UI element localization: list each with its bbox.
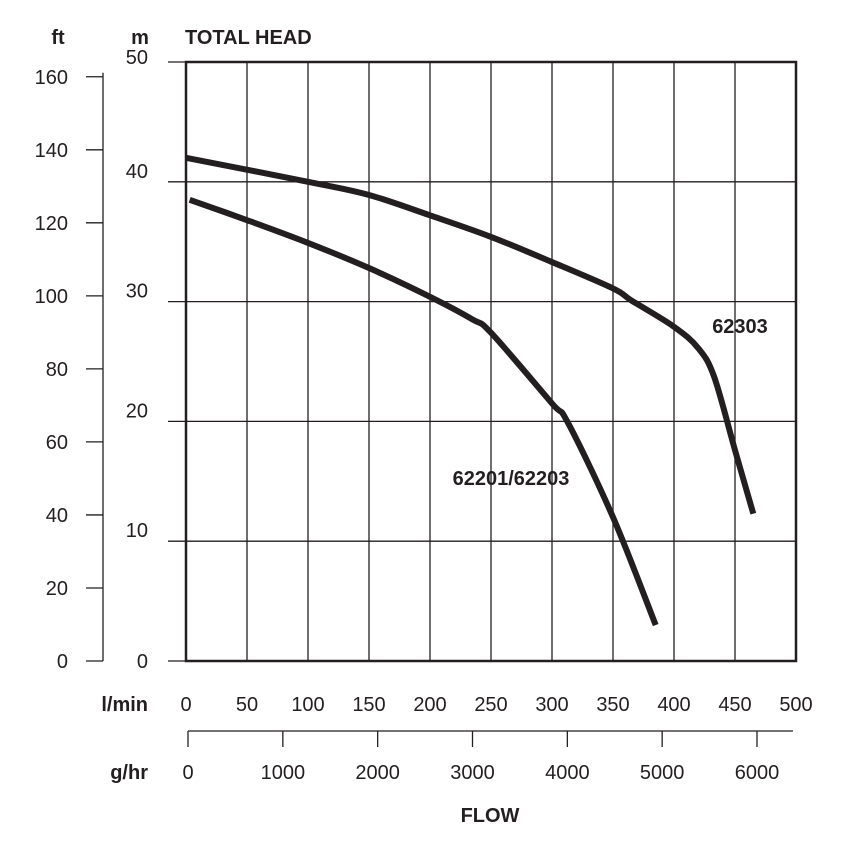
y-tick-label-m: 40 [126, 161, 148, 183]
x-tick-label: 0 [180, 694, 191, 716]
series-label-62201-62203: 62201/62203 [453, 468, 570, 490]
x-tick-label: 200 [413, 694, 446, 716]
grid [168, 61, 797, 662]
y-tick-label-ft: 40 [46, 505, 68, 527]
x-tick-label-ghr: 6000 [735, 762, 780, 784]
y-tick-label-ft: 160 [35, 67, 68, 89]
y-tick-label-ft: 100 [35, 286, 68, 308]
x-unit-lmin: l/min [101, 694, 148, 716]
x-tick-label: 400 [657, 694, 690, 716]
x-tick-label-ghr: 1000 [261, 762, 306, 784]
x-tick-label: 100 [291, 694, 324, 716]
x-tick-label: 300 [535, 694, 568, 716]
y-tick-label-ft: 60 [46, 432, 68, 454]
x-axis-label: FLOW [461, 805, 520, 827]
x-tick-label-ghr: 2000 [355, 762, 400, 784]
x-tick-label-ghr: 3000 [450, 762, 495, 784]
x-tick-label-ghr: 5000 [640, 762, 685, 784]
x-tick-label: 150 [352, 694, 385, 716]
y-tick-label-ft: 0 [57, 651, 68, 673]
series-label-62303: 62303 [712, 316, 768, 338]
x-tick-label: 500 [779, 694, 812, 716]
y-tick-label-m: 50 [126, 47, 148, 69]
y-unit-m: m [131, 27, 149, 49]
plot-frame [184, 60, 798, 663]
y-tick-label-ft: 20 [46, 578, 68, 600]
y-tick-label-ft: 80 [46, 359, 68, 381]
y-tick-label-ft: 140 [35, 140, 68, 162]
axes: 0 50 100 150 200 250 300 350 400 450 5000102030405… [35, 47, 813, 784]
y-tick-label-ft: 120 [35, 213, 68, 235]
x-tick-label: 350 [596, 694, 629, 716]
x-tick-label: 450 [718, 694, 751, 716]
x-unit-ghr: g/hr [110, 762, 148, 784]
y-tick-label-m: 20 [126, 400, 148, 422]
x-tick-label-ghr: 0 [182, 762, 193, 784]
x-tick-label: 250 [474, 694, 507, 716]
series [185, 154, 757, 627]
series-line-62303 [185, 154, 757, 515]
x-tick-label-ghr: 4000 [545, 762, 590, 784]
x-tick-label: 50 [236, 694, 258, 716]
y-tick-label-m: 30 [126, 281, 148, 303]
chart-title: TOTAL HEAD [185, 27, 312, 49]
y-tick-label-m: 10 [126, 520, 148, 542]
y-unit-ft: ft [51, 27, 65, 49]
y-tick-label-m: 0 [137, 651, 148, 673]
series-line-62201-62203 [188, 196, 659, 627]
